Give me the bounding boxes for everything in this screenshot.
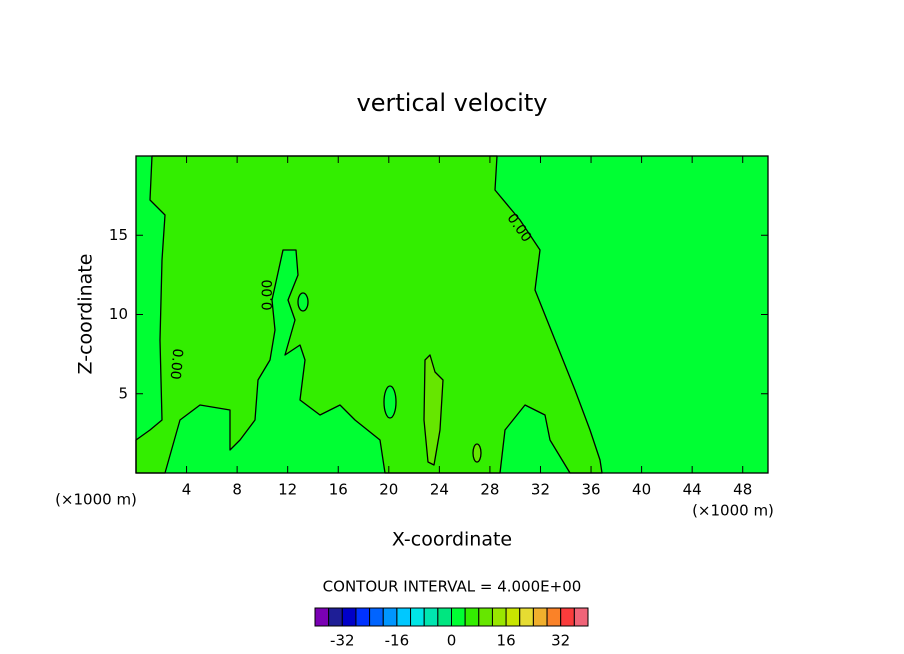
y-tick-label: 15 bbox=[109, 226, 128, 244]
colorbar-box bbox=[410, 607, 425, 627]
x-tick-label: 16 bbox=[329, 481, 348, 499]
colorbar-box bbox=[382, 607, 398, 627]
x-tick-label: 44 bbox=[683, 481, 702, 499]
colorbar-tick-label: 32 bbox=[551, 632, 570, 650]
x-tick-label: 24 bbox=[430, 481, 449, 499]
x-tick-label: 12 bbox=[278, 481, 297, 499]
colorbar-tick-label: -16 bbox=[385, 632, 410, 650]
field-region bbox=[472, 443, 482, 463]
colorbar-box bbox=[341, 607, 357, 627]
colorbar-box bbox=[532, 607, 548, 627]
contour-interval: CONTOUR INTERVAL = 4.000E+00 bbox=[323, 578, 582, 596]
colorbar-box bbox=[464, 607, 480, 627]
colorbar-box bbox=[505, 607, 521, 627]
chart-title: vertical velocity bbox=[357, 89, 548, 117]
x-tick-label: 36 bbox=[581, 481, 600, 499]
x-unit: (×1000 m) bbox=[692, 502, 774, 520]
x-tick-label: 28 bbox=[480, 481, 499, 499]
colorbar-box bbox=[437, 607, 453, 627]
colorbar-box bbox=[451, 607, 466, 627]
y-tick-label: 5 bbox=[118, 384, 128, 402]
colorbar-box bbox=[519, 607, 534, 627]
plot-area bbox=[135, 155, 769, 474]
colorbar-box bbox=[491, 607, 507, 627]
colorbar-box bbox=[396, 607, 412, 627]
x-tick-label: 20 bbox=[379, 481, 398, 499]
x-tick-label: 8 bbox=[232, 481, 242, 499]
colorbar-tick-label: -32 bbox=[330, 632, 355, 650]
colorbar-box bbox=[328, 607, 343, 627]
colorbar-box bbox=[478, 607, 493, 627]
x-tick-label: 48 bbox=[733, 481, 752, 499]
y-axis-label: Z-coordinate bbox=[75, 254, 97, 375]
contour-label: 0.00 bbox=[260, 279, 276, 310]
y-tick-label: 10 bbox=[109, 305, 128, 323]
colorbar-box bbox=[560, 607, 575, 627]
y-unit: (×1000 m) bbox=[55, 491, 137, 509]
colorbar-box bbox=[573, 607, 589, 627]
x-tick-label: 32 bbox=[531, 481, 550, 499]
x-axis-label: X-coordinate bbox=[392, 529, 512, 551]
colorbar-box bbox=[546, 607, 562, 627]
colorbar-box bbox=[423, 607, 439, 627]
colorbar-box bbox=[314, 607, 330, 627]
field-region bbox=[297, 292, 309, 312]
x-tick-label: 4 bbox=[182, 481, 192, 499]
x-tick-label: 40 bbox=[632, 481, 651, 499]
colorbar-tick-label: 0 bbox=[447, 632, 457, 650]
colorbar-box bbox=[355, 607, 371, 627]
colorbar-tick-label: 16 bbox=[497, 632, 516, 650]
colorbar-box bbox=[369, 607, 384, 627]
field-region bbox=[383, 385, 397, 419]
contour-label: 0.00 bbox=[167, 348, 186, 380]
field-region bbox=[423, 354, 444, 466]
